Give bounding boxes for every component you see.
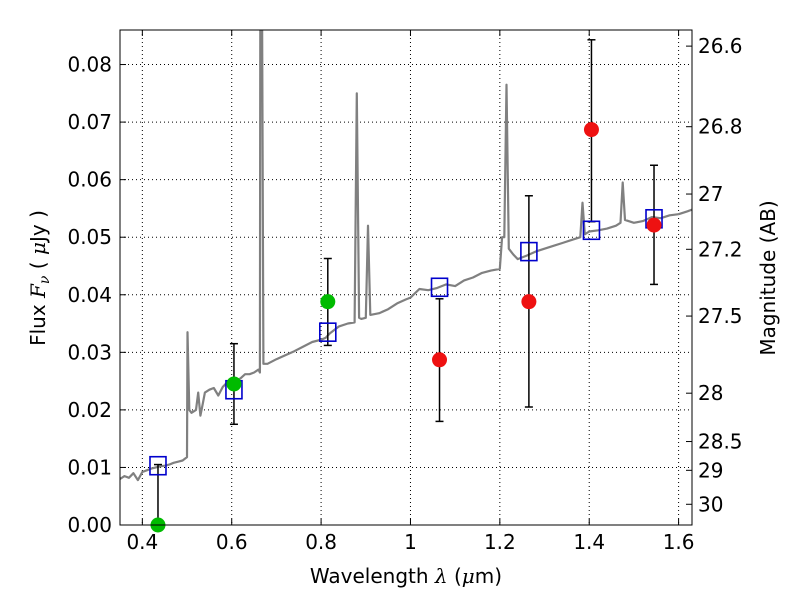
magnitude-tick-label: 27.5 xyxy=(698,304,743,328)
x-tick-label: 1.4 xyxy=(573,530,605,554)
y-tick-label: 0.07 xyxy=(67,110,112,134)
y-tick-label: 0.03 xyxy=(67,340,112,364)
model-point-square xyxy=(430,277,449,298)
y-tick-label: 0.06 xyxy=(67,168,112,192)
magnitude-tick-label: 29 xyxy=(698,458,723,482)
y-axis-label: Flux Fν ( μJy ) xyxy=(26,210,53,346)
detection-series xyxy=(150,122,662,533)
detection-point xyxy=(320,294,336,310)
x-axis: 0.4 0.6 0.8 1 1.2 1.4 1.6 xyxy=(126,30,695,554)
y-tick-label: 0.04 xyxy=(67,283,112,307)
magnitude-tick-label: 26.8 xyxy=(698,115,743,139)
detection-point xyxy=(583,122,599,138)
x-tick-label: 0.4 xyxy=(126,530,158,554)
magnitude-tick-label: 26.6 xyxy=(698,34,743,58)
magnitude-axis-label: Magnitude (AB) xyxy=(756,200,780,355)
magnitude-tick-label: 27.2 xyxy=(698,237,743,261)
detection-point xyxy=(521,294,537,310)
x-tick-label: 1.6 xyxy=(663,530,695,554)
detection-point xyxy=(432,352,448,368)
y-tick-label: 0.00 xyxy=(67,513,112,537)
x-tick-label: 1 xyxy=(404,530,417,554)
y-tick-label: 0.08 xyxy=(67,53,112,77)
magnitude-axis: 26.6 26.8 27 27.2 27.5 28 28.5 29 30 xyxy=(686,34,743,516)
error-bars xyxy=(153,39,659,525)
y-tick-label: 0.02 xyxy=(67,398,112,422)
spectrum-line xyxy=(120,30,692,482)
x-tick-label: 1.2 xyxy=(484,530,516,554)
detection-point xyxy=(226,376,242,392)
magnitude-tick-label: 27 xyxy=(698,182,723,206)
model-point-square xyxy=(520,241,538,262)
x-axis-label: Wavelength λ (μm) xyxy=(310,564,502,588)
model-point-square xyxy=(149,455,167,476)
y-tick-label: 0.05 xyxy=(67,225,112,249)
magnitude-tick-label: 28.5 xyxy=(698,430,743,454)
spectrum-series xyxy=(120,30,692,482)
x-tick-label: 0.8 xyxy=(305,530,337,554)
magnitude-tick-label: 30 xyxy=(698,492,723,516)
model-photometry-series xyxy=(149,208,663,476)
model-point-square xyxy=(318,322,337,342)
y-tick-label: 0.01 xyxy=(67,455,112,479)
model-point-square xyxy=(582,220,601,241)
grid xyxy=(120,30,692,526)
x-tick-label: 0.6 xyxy=(216,530,248,554)
magnitude-tick-label: 28 xyxy=(698,381,723,405)
plot-frame xyxy=(119,29,693,526)
detection-point xyxy=(646,217,662,233)
y-axis: 0.00 0.01 0.02 0.03 0.04 0.05 0.06 0.07 0.08 xyxy=(67,53,126,537)
